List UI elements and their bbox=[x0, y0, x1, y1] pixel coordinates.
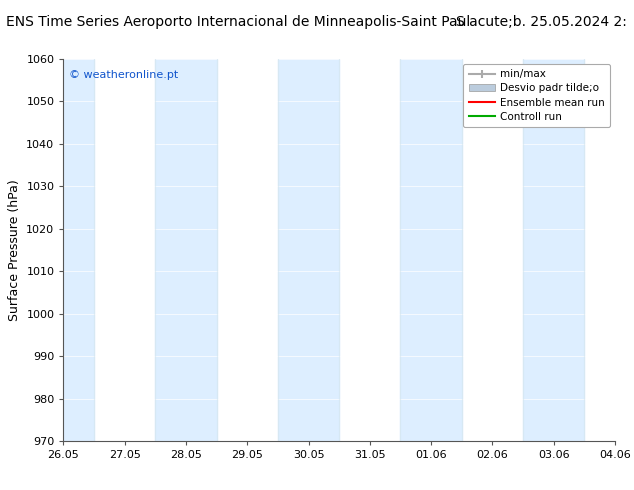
Text: S acute;b. 25.05.2024 2:: S acute;b. 25.05.2024 2: bbox=[456, 15, 628, 29]
Bar bbox=[401, 59, 462, 441]
Bar bbox=[401, 59, 462, 441]
Text: ENS Time Series Aeroporto Internacional de Minneapolis-Saint Paul: ENS Time Series Aeroporto Internacional … bbox=[6, 15, 470, 29]
Bar bbox=[33, 59, 94, 441]
Text: © weatheronline.pt: © weatheronline.pt bbox=[69, 70, 178, 80]
Bar bbox=[155, 59, 217, 441]
Bar bbox=[278, 59, 339, 441]
Y-axis label: Surface Pressure (hPa): Surface Pressure (hPa) bbox=[8, 179, 21, 321]
Bar bbox=[155, 59, 217, 441]
Bar bbox=[523, 59, 585, 441]
Bar bbox=[33, 59, 94, 441]
Bar bbox=[523, 59, 585, 441]
Legend: min/max, Desvio padr tilde;o, Ensemble mean run, Controll run: min/max, Desvio padr tilde;o, Ensemble m… bbox=[463, 64, 610, 127]
